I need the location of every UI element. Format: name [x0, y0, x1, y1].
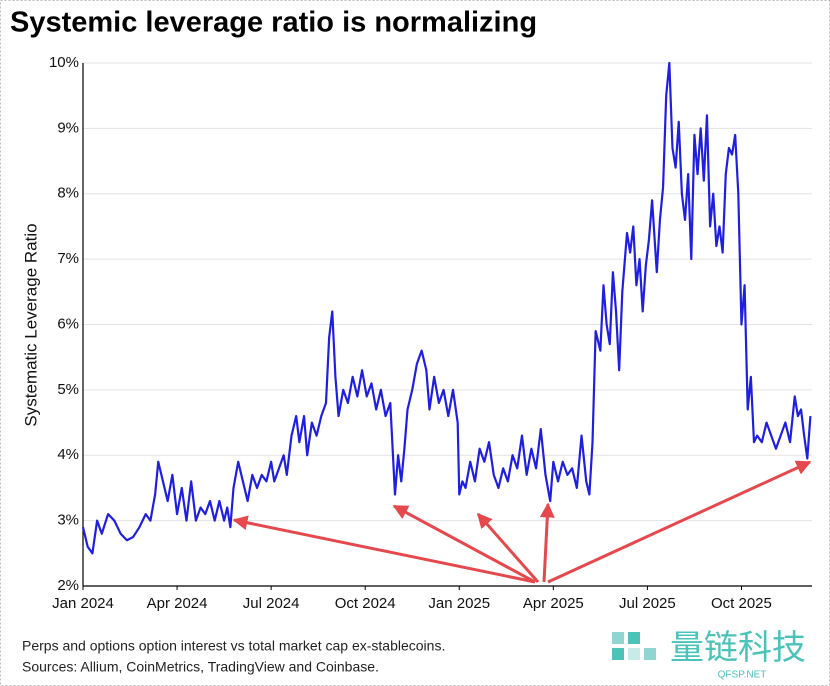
annotation-arrows: [232, 460, 812, 584]
y-tick-label: 9%: [57, 119, 79, 136]
arrow: [392, 504, 536, 584]
x-tick-label: Oct 2024: [335, 595, 396, 612]
logo-block: [628, 632, 640, 644]
arrow: [547, 460, 812, 584]
logo-block: [644, 648, 656, 660]
y-axis-label: Systematic Leverage Ratio: [21, 223, 40, 426]
y-tick-label: 8%: [57, 185, 79, 202]
footnote: Sources: Allium, CoinMetrics, TradingVie…: [22, 659, 379, 675]
watermark: 量链科技 QFSP.NET: [612, 629, 806, 681]
x-tick-label: Jan 2024: [52, 595, 114, 612]
watermark-name: 量链科技: [670, 629, 806, 667]
arrow: [539, 502, 555, 583]
x-tick-label: Jul 2024: [243, 595, 300, 612]
chart-title: Systemic leverage ratio is normalizing: [10, 7, 537, 39]
x-tick-label: Apr 2024: [147, 595, 208, 612]
y-tick-label: 7%: [57, 250, 79, 267]
x-tick-label: Jul 2025: [619, 595, 676, 612]
logo-block: [612, 632, 624, 644]
series-line: [81, 61, 812, 555]
arrow: [232, 515, 536, 584]
x-tick-label: Oct 2025: [711, 595, 772, 612]
y-tick-label: 2%: [57, 577, 79, 594]
logo-block: [612, 648, 624, 660]
y-tick-label: 4%: [57, 446, 79, 463]
y-tick-label: 10%: [49, 54, 79, 71]
y-tick-label: 5%: [57, 381, 79, 398]
y-tick-label: 6%: [57, 315, 79, 332]
plot: [81, 61, 812, 555]
logo-block: [628, 648, 640, 660]
x-tick-label: Jan 2025: [428, 595, 490, 612]
x-tick-label: Apr 2025: [523, 595, 584, 612]
y-tick-label: 3%: [57, 512, 79, 529]
arrow: [476, 512, 540, 583]
footnote: Perps and options option interest vs tot…: [22, 638, 445, 654]
watermark-site: QFSP.NET: [718, 670, 767, 681]
grid: 2% 3% 4% 5% 6% 7% 8% 9% 10% Jan 2024 Apr 2024 Jul 2…: [49, 54, 812, 612]
